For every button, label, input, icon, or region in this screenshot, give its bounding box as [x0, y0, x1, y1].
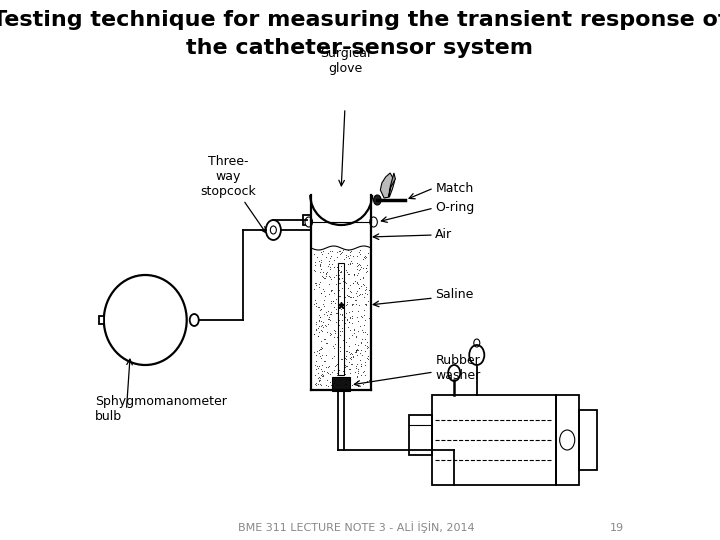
Bar — [409, 415, 431, 455]
Text: 19: 19 — [610, 523, 624, 533]
Bar — [99, 316, 104, 324]
Circle shape — [266, 220, 281, 240]
Text: Saline: Saline — [436, 288, 474, 301]
Text: Match: Match — [436, 181, 474, 194]
Bar — [338, 263, 344, 375]
Bar — [578, 410, 598, 470]
Circle shape — [370, 217, 377, 227]
Text: Surgical
glove: Surgical glove — [320, 47, 370, 75]
Text: Rubber
washer: Rubber washer — [436, 354, 480, 382]
Circle shape — [189, 314, 199, 326]
Text: BME 311 LECTURE NOTE 3 - ALİ İŞİN, 2014: BME 311 LECTURE NOTE 3 - ALİ İŞİN, 2014 — [238, 521, 474, 533]
Circle shape — [305, 217, 312, 227]
Polygon shape — [380, 173, 395, 198]
Bar — [332, 377, 350, 391]
Text: Sphygmomanometer
bulb: Sphygmomanometer bulb — [95, 395, 227, 423]
Bar — [431, 395, 556, 485]
Circle shape — [374, 195, 381, 205]
Bar — [304, 215, 311, 225]
Bar — [556, 395, 578, 485]
Text: Air: Air — [436, 228, 452, 241]
Text: Testing technique for measuring the transient response of: Testing technique for measuring the tran… — [0, 10, 720, 30]
Circle shape — [270, 226, 276, 234]
Polygon shape — [389, 173, 395, 197]
Text: the catheter-sensor system: the catheter-sensor system — [186, 38, 534, 58]
Text: Three-
way
stopcock: Three- way stopcock — [200, 155, 256, 198]
Text: O-ring: O-ring — [436, 201, 474, 214]
